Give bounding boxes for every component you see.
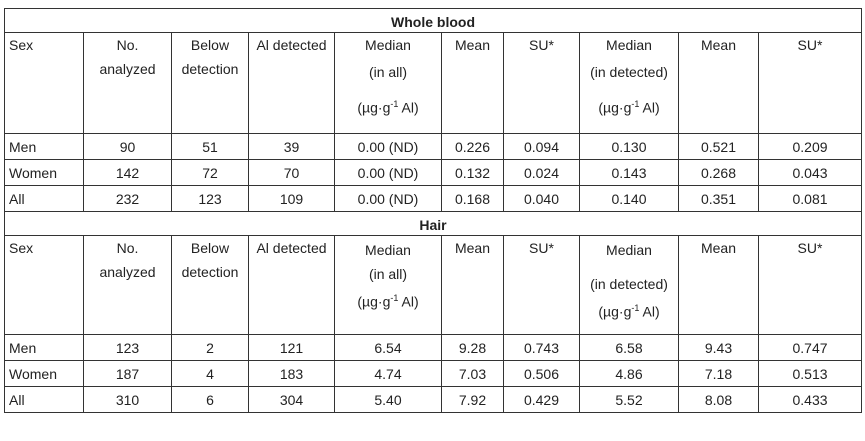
- header-al-detected: Al detected: [248, 32, 335, 134]
- header-sex: Sex: [4, 235, 84, 335]
- header-mean: Mean: [678, 32, 759, 134]
- table-cell: 9.28: [441, 334, 504, 361]
- header-median-all: Median (in all) (µg·g-1 Al): [334, 32, 442, 134]
- table-cell: 0.132: [441, 159, 504, 186]
- table-cell: 6.54: [334, 334, 442, 361]
- table-cell: 51: [171, 133, 249, 160]
- table-row: Women 187 4 183 4.74 7.03 0.506 4.86 7.18 0.513: [4, 360, 863, 387]
- table-cell: 5.52: [579, 386, 679, 413]
- table-cell: 0.00 (ND): [334, 133, 442, 160]
- table-cell: 0.513: [757, 360, 863, 387]
- table-cell: 0.268: [678, 159, 759, 186]
- table-cell: 142: [83, 159, 172, 186]
- header-median-detected: Median (in detected) (µg·g-1 Al): [579, 32, 679, 134]
- table-cell: 0.043: [757, 159, 863, 186]
- results-table: Whole blood Sex No. analyzed Below detecti…: [3, 8, 863, 413]
- table-cell: 0.226: [441, 133, 504, 160]
- table-cell: Women: [4, 360, 84, 387]
- table-row: All 232 123 109 0.00 (ND) 0.168 0.040 0.140 0.35…: [4, 185, 863, 212]
- header-median-all: Median (in all) (µg·g-1 Al): [334, 235, 442, 335]
- header-no-analyzed: No. analyzed: [83, 235, 172, 335]
- table-cell: 0.094: [503, 133, 580, 160]
- table-cell: 2: [171, 334, 249, 361]
- table-cell: 7.18: [678, 360, 759, 387]
- header-su: SU*: [757, 32, 863, 134]
- table-cell: Women: [4, 159, 84, 186]
- table-cell: 6.58: [579, 334, 679, 361]
- header-mean: Mean: [678, 235, 759, 335]
- table-cell: 5.40: [334, 386, 442, 413]
- table-cell: 7.03: [441, 360, 504, 387]
- header-below-detection: Below detection: [171, 32, 249, 134]
- table-cell: 0.506: [503, 360, 580, 387]
- table-cell: 0.747: [757, 334, 863, 361]
- table-cell: 310: [83, 386, 172, 413]
- table-row: Women 142 72 70 0.00 (ND) 0.132 0.024 0.143 0.26…: [4, 159, 863, 186]
- table-cell: 0.00 (ND): [334, 159, 442, 186]
- table-cell: 0.433: [757, 386, 863, 413]
- table-cell: 0.040: [503, 185, 580, 212]
- table-cell: 7.92: [441, 386, 504, 413]
- table-cell: 183: [248, 360, 335, 387]
- table-cell: 70: [248, 159, 335, 186]
- table-cell: 0.429: [503, 386, 580, 413]
- table-cell: 121: [248, 334, 335, 361]
- table-cell: 232: [83, 185, 172, 212]
- table-cell: 0.209: [757, 133, 863, 160]
- table-cell: 72: [171, 159, 249, 186]
- header-su: SU*: [503, 32, 580, 134]
- table-cell: 6: [171, 386, 249, 413]
- table-cell: 4.86: [579, 360, 679, 387]
- table-cell: 0.140: [579, 185, 679, 212]
- header-sex: Sex: [4, 32, 84, 134]
- table-cell: 0.00 (ND): [334, 185, 442, 212]
- table-cell: 90: [83, 133, 172, 160]
- table-cell: 9.43: [678, 334, 759, 361]
- table-cell: 123: [83, 334, 172, 361]
- section-title-hair: Hair: [3, 211, 863, 236]
- table-cell: 4: [171, 360, 249, 387]
- header-su: SU*: [503, 235, 580, 335]
- table-cell: 8.08: [678, 386, 759, 413]
- section-title-blood: Whole blood: [3, 8, 863, 33]
- table-cell: 0.024: [503, 159, 580, 186]
- table-cell: 109: [248, 185, 335, 212]
- header-mean: Mean: [441, 32, 504, 134]
- header-median-detected: Median (in detected) (µg·g-1 Al): [579, 235, 679, 335]
- table-cell: 304: [248, 386, 335, 413]
- table-cell: 0.130: [579, 133, 679, 160]
- header-su: SU*: [757, 235, 863, 335]
- table-cell: 0.143: [579, 159, 679, 186]
- header-no-analyzed: No. analyzed: [83, 32, 172, 134]
- table-cell: 39: [248, 133, 335, 160]
- table-cell: 4.74: [334, 360, 442, 387]
- table-cell: 123: [171, 185, 249, 212]
- table-row: Men 90 51 39 0.00 (ND) 0.226 0.094 0.130 0.521 0.…: [4, 133, 863, 160]
- table-cell: 0.351: [678, 185, 759, 212]
- table-cell: Men: [4, 334, 84, 361]
- table-cell: Men: [4, 133, 84, 160]
- header-mean: Mean: [441, 235, 504, 335]
- table-cell: 0.521: [678, 133, 759, 160]
- table-cell: 0.743: [503, 334, 580, 361]
- table-cell: All: [4, 185, 84, 212]
- table-cell: 0.081: [757, 185, 863, 212]
- header-al-detected: Al detected: [248, 235, 335, 335]
- header-below-detection: Below detection: [171, 235, 249, 335]
- table-cell: 0.168: [441, 185, 504, 212]
- table-row: Men 123 2 121 6.54 9.28 0.743 6.58 9.43 0.747: [4, 334, 863, 361]
- table-cell: All: [4, 386, 84, 413]
- table-row: All 310 6 304 5.40 7.92 0.429 5.52 8.08 0.433: [4, 386, 863, 413]
- table-cell: 187: [83, 360, 172, 387]
